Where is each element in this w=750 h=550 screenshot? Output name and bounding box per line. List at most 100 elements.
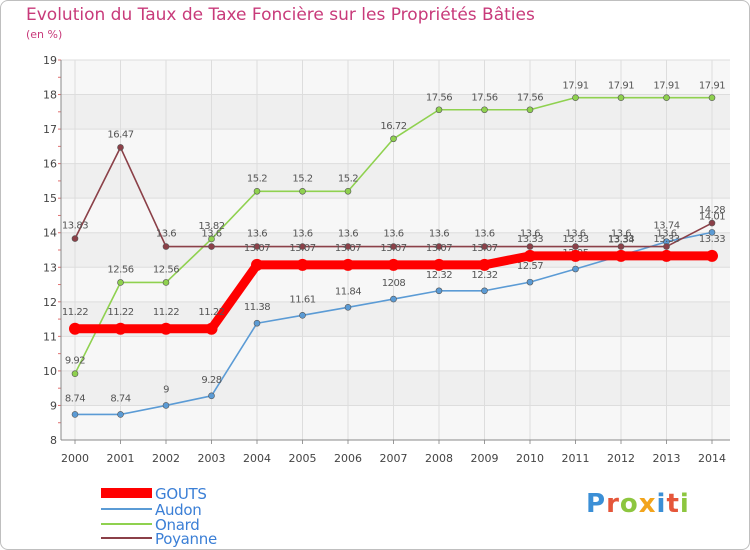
grid-band [61, 370, 730, 406]
data-point [162, 402, 170, 409]
data-point [706, 249, 718, 262]
data-label: 17.91 [562, 81, 588, 92]
y-tick-label: 9 [50, 399, 57, 412]
data-point [296, 258, 309, 271]
brand-letter: x [638, 489, 657, 519]
data-point [117, 144, 124, 151]
grid-band [61, 163, 730, 199]
x-tick-label: 2006 [334, 452, 362, 465]
data-point [205, 322, 218, 335]
data-point [387, 258, 400, 271]
data-point [162, 279, 170, 286]
data-label: 13.6 [338, 229, 358, 240]
data-point [114, 322, 127, 335]
legend-label-poyanne: Poyanne [155, 530, 217, 548]
data-label: 13.07 [426, 243, 452, 254]
data-label: 15.2 [247, 173, 267, 184]
data-label: 12.56 [107, 264, 133, 275]
y-tick-label: 11 [43, 330, 57, 343]
data-point [208, 392, 215, 400]
data-label: 13.33 [699, 234, 725, 245]
data-label: 17.91 [608, 81, 634, 92]
data-label: 13.07 [244, 243, 270, 254]
data-label: 13.82 [198, 221, 224, 232]
data-point [208, 243, 215, 250]
data-label: 9 [163, 384, 169, 395]
data-point [251, 258, 263, 271]
data-point [663, 94, 670, 101]
data-point [435, 243, 443, 250]
data-label: 13.6 [474, 229, 494, 240]
data-point [390, 295, 397, 303]
y-tick-label: 15 [43, 192, 57, 205]
x-tick-label: 2004 [243, 452, 271, 465]
data-label: 16.72 [380, 121, 406, 132]
y-tick-label: 17 [43, 123, 57, 136]
data-label: 11.22 [107, 307, 133, 318]
data-point [253, 187, 261, 195]
data-point [615, 249, 627, 262]
series-gouts: 11.22 11.22 11.22 11.22 13.07 13.07 13.07 13.07… [62, 234, 726, 335]
data-point [569, 249, 582, 262]
data-label: 13.6 [429, 229, 449, 240]
legend-label-gouts: GOUTS [155, 485, 207, 503]
y-tick-label: 19 [43, 54, 57, 67]
data-point [617, 243, 625, 250]
y-tick-label: 18 [43, 89, 57, 102]
data-point [524, 249, 536, 262]
data-label: 13.34 [608, 235, 634, 246]
chart-title: Evolution du Taux de Taxe Foncière sur l… [26, 5, 535, 25]
data-label: 13.6 [611, 229, 631, 240]
data-label: 13.6 [383, 229, 403, 240]
data-label: 9.28 [201, 375, 221, 386]
x-tick-label: 2007 [380, 452, 408, 465]
data-point [253, 319, 261, 327]
data-label: 11.61 [289, 294, 315, 305]
data-label: 11.38 [244, 302, 270, 313]
x-tick-label: 2005 [289, 452, 317, 465]
data-point [663, 243, 670, 250]
data-point [526, 243, 534, 250]
x-tick-label: 2002 [152, 452, 180, 465]
data-point [117, 411, 124, 418]
legend-label-audon: Audon [155, 501, 201, 519]
grid-band [61, 94, 730, 130]
data-point [526, 106, 534, 114]
chart-subtitle: (en %) [26, 28, 63, 41]
data-label: 13.6 [292, 229, 312, 240]
y-tick-label: 12 [43, 296, 57, 309]
data-point [572, 265, 579, 273]
data-label: 11.84 [335, 286, 361, 297]
data-point [299, 311, 306, 319]
data-label: 11.22 [198, 307, 224, 318]
data-point [299, 187, 306, 195]
data-label: 15.2 [338, 173, 358, 184]
data-label: 17.56 [517, 93, 543, 104]
data-label: 13.6 [656, 229, 676, 240]
data-label: 13.33 [517, 234, 543, 245]
data-point [478, 258, 491, 271]
data-point [344, 304, 352, 311]
data-point [708, 219, 716, 227]
data-label: 13.83 [62, 221, 88, 232]
data-label: 8.74 [110, 393, 130, 404]
x-tick-label: 2012 [607, 452, 635, 465]
data-point [344, 187, 352, 195]
data-label: 13.74 [653, 221, 679, 232]
brand-logo: Proxiti [586, 489, 690, 519]
data-point [481, 106, 488, 114]
y-tick-label: 13 [43, 261, 57, 274]
x-tick-label: 2011 [562, 452, 590, 465]
data-label: 13.6 [565, 229, 585, 240]
data-label: 14.28 [699, 205, 725, 216]
data-label: 13.6 [520, 229, 540, 240]
legend-label-onard: Onard [155, 516, 199, 534]
data-point [71, 235, 79, 242]
x-tick-label: 2000 [61, 452, 89, 465]
brand-letter: i [656, 489, 667, 519]
y-tick-label: 10 [43, 365, 57, 378]
data-point [433, 258, 445, 271]
data-label: 13.33 [562, 234, 588, 245]
data-label: 11.22 [153, 307, 179, 318]
